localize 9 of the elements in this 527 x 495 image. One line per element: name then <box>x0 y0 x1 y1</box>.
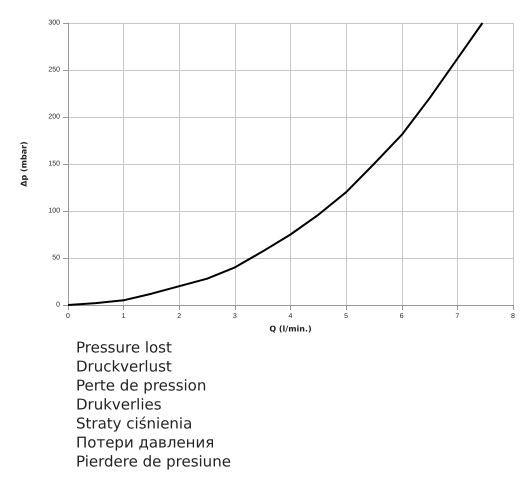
text: Druckverlust <box>76 358 172 376</box>
y-axis-title: Δp (mbar) <box>20 141 28 187</box>
text: Straty ciśnienia <box>76 414 192 432</box>
x-axis-title: Q (l/min.) <box>269 324 312 334</box>
text: Drukverlies <box>76 396 162 414</box>
text: Потери давления <box>76 434 214 452</box>
text: Pierdere de presiune <box>76 452 231 470</box>
text: Perte de pression <box>76 376 206 394</box>
text: Pressure lost <box>76 338 172 356</box>
